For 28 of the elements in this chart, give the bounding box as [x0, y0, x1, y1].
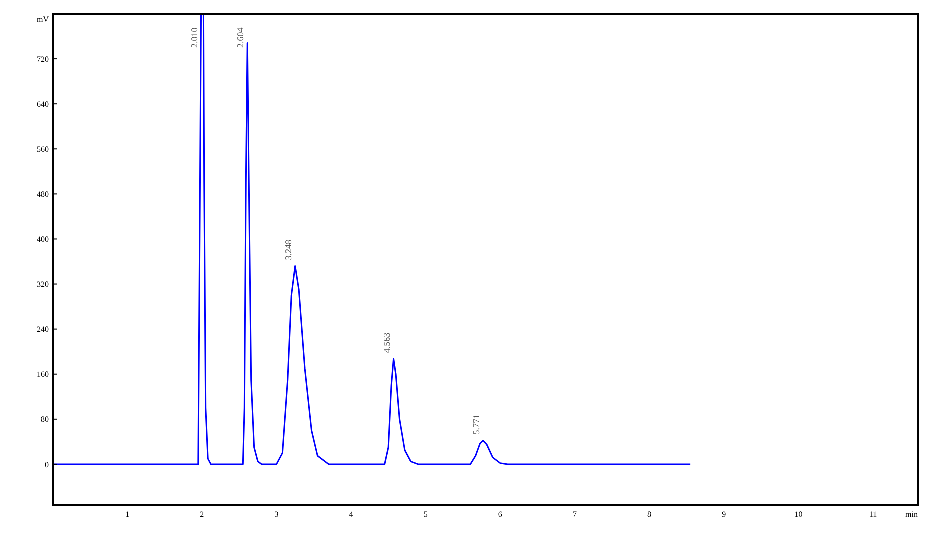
x-tick-label: 6 [498, 510, 502, 519]
y-axis-title: mV [37, 15, 50, 24]
x-tick-label: 7 [572, 510, 577, 519]
annotation: 2.010 [189, 27, 200, 48]
annotation: 4.563 [382, 332, 392, 354]
y-tick-label: 0 [45, 460, 49, 470]
y-tick-label: 560 [37, 144, 49, 154]
annotation: 3.248 [283, 240, 294, 260]
x-tick-label: 11 [869, 510, 878, 519]
annotation: 5.771 [471, 414, 482, 435]
x-tick-label: 9 [722, 510, 726, 519]
y-tick-label: 480 [37, 190, 49, 199]
x-tick-label: 4 [349, 510, 354, 519]
annotation: 2.604 [236, 27, 246, 48]
y-tick-label: 640 [37, 100, 49, 109]
y-tick-label: 320 [37, 280, 49, 290]
x-tick-label: 10 [794, 510, 803, 519]
x-tick-label: 8 [648, 510, 652, 519]
y-tick-label: 720 [37, 54, 49, 64]
x-axis-title: min [906, 510, 918, 519]
y-tick-label: 80 [41, 415, 49, 424]
x-tick-label: 2 [200, 510, 204, 519]
y-tick-label: 240 [37, 325, 49, 334]
x-tick-label: 1 [126, 510, 130, 519]
y-tick-label: 400 [37, 235, 49, 244]
y-tick-label: 160 [37, 370, 49, 380]
x-tick-label: 5 [424, 510, 428, 519]
x-tick-label: 3 [274, 510, 279, 519]
